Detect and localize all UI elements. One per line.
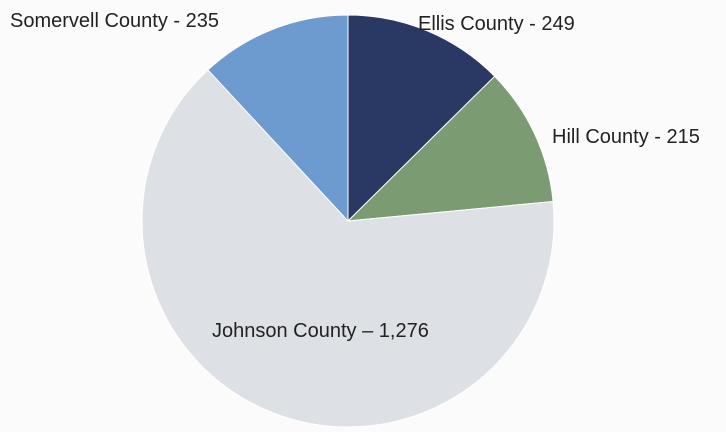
pie-slice-ellis-county [347,14,496,223]
slice-label-ellis-county: Ellis County - 249 [418,13,575,35]
labels-layer: Ellis County - 249 Hill County - 215 Johns… [10,10,700,342]
pie-slice-johnson-county [141,69,555,428]
slices-layer [141,14,555,428]
slice-label-somervell-county: Somervell County - 235 [10,10,219,32]
pie-slice-hill-county [346,75,554,222]
pie-slice-somervell-county [207,14,349,223]
slice-label-johnson-county: Johnson County – 1,276 [212,320,429,342]
slice-label-hill-county: Hill County - 215 [552,126,700,148]
